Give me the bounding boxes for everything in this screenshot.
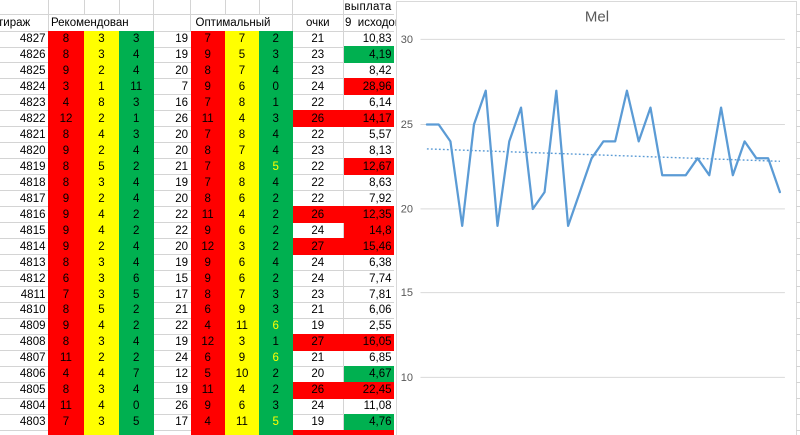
svg-text:30: 30 — [400, 34, 412, 46]
svg-text:15: 15 — [400, 287, 412, 299]
svg-text:10: 10 — [400, 372, 412, 384]
svg-text:20: 20 — [400, 203, 412, 215]
svg-text:25: 25 — [400, 119, 412, 131]
svg-text:Mel: Mel — [584, 9, 608, 26]
